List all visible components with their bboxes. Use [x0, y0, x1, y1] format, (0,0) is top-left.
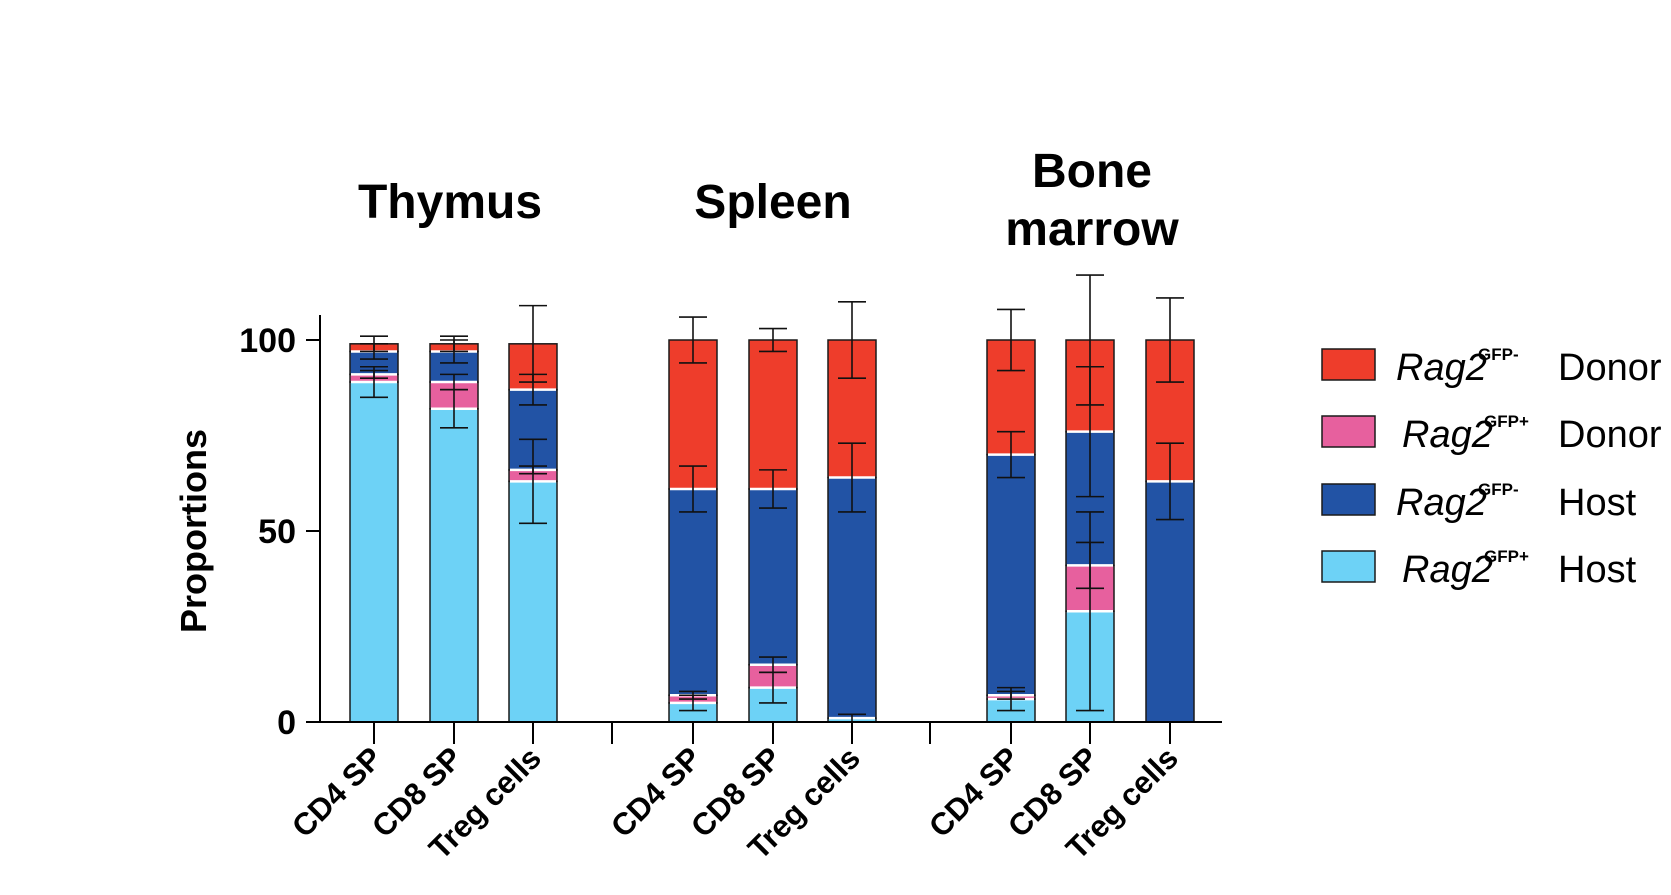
bar-segment	[748, 339, 798, 490]
group-title-line: Thymus	[358, 176, 542, 229]
legend-superscript: GFP-	[1478, 345, 1519, 364]
y-axis-label: Proportions	[173, 429, 214, 633]
legend-gene-label: Rag2	[1396, 482, 1487, 524]
legend-gene-label: Rag2	[1396, 347, 1487, 389]
legend-superscript: GFP+	[1484, 547, 1529, 566]
group-title-line: Spleen	[694, 176, 851, 229]
y-tick-label: 100	[239, 322, 296, 360]
group-title: Spleen	[694, 176, 851, 229]
bar-segment	[668, 488, 718, 697]
y-tick-label: 0	[277, 704, 296, 742]
group-titles: Thymus Spleen Bone marrow	[358, 145, 1179, 256]
legend-superscript: GFP-	[1478, 480, 1519, 499]
bar-segment	[429, 408, 479, 723]
bar-segment	[668, 339, 718, 490]
bar-segment	[748, 488, 798, 666]
bar-segment	[349, 381, 399, 723]
y-tick-label: 50	[258, 513, 296, 551]
legend-role-label: Host	[1558, 482, 1637, 524]
legend-swatch	[1321, 415, 1376, 448]
legend-role-label: Donor	[1558, 414, 1662, 456]
group-title-line: Bone	[1032, 145, 1152, 198]
legend-swatch	[1321, 483, 1376, 516]
legend-gene-label: Rag2	[1402, 414, 1493, 456]
group-title: Bone marrow	[1005, 145, 1179, 256]
legend-swatch	[1321, 550, 1376, 583]
bar-segment	[986, 453, 1036, 697]
legend-swatch	[1321, 348, 1376, 381]
legend-gene-label: Rag2	[1402, 549, 1493, 591]
legend-role-label: Donor	[1558, 347, 1662, 389]
y-axis: 0 50 100 Proportions	[173, 315, 321, 742]
legend-role-label: Host	[1558, 549, 1637, 591]
error-bars	[360, 274, 1184, 723]
group-title: Thymus	[358, 176, 542, 229]
group-title-line: marrow	[1005, 203, 1179, 256]
bar-segment	[827, 476, 877, 719]
bars	[349, 339, 1195, 723]
legend-superscript: GFP+	[1484, 412, 1529, 431]
